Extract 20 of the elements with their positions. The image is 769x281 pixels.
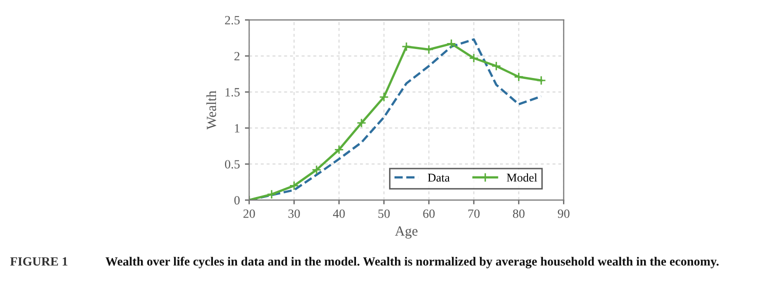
x-tick-label: 30: [288, 209, 300, 218]
x-tick-label: 90: [558, 209, 570, 218]
y-tick-label: 1: [234, 124, 240, 132]
x-tick-label: 20: [243, 209, 255, 218]
text: Wealth over life cycles in data and in the model. Wealth is normalized by average household wealth in the economy.: [106, 256, 719, 268]
y-tick-label: 0: [234, 196, 240, 205]
x-tick-label: 40: [333, 209, 345, 218]
x-tick-label: 50: [378, 209, 390, 218]
legend-label: Data: [428, 174, 450, 182]
y-tick-label: 0.5: [224, 160, 240, 169]
x-axis-title: Age: [394, 226, 418, 239]
x-tick-label: 70: [468, 209, 480, 218]
y-axis-title: Wealth: [206, 90, 216, 130]
y-tick-label: 1.5: [226, 88, 240, 97]
legend-label: Model: [506, 173, 538, 182]
caption: FIGURE 1: [10, 257, 68, 266]
y-tick-label: 2.5: [225, 16, 240, 24]
x-tick-label: 80: [512, 209, 525, 218]
x-tick-label: 60: [423, 209, 435, 218]
y-tick-label: 2: [234, 52, 240, 60]
